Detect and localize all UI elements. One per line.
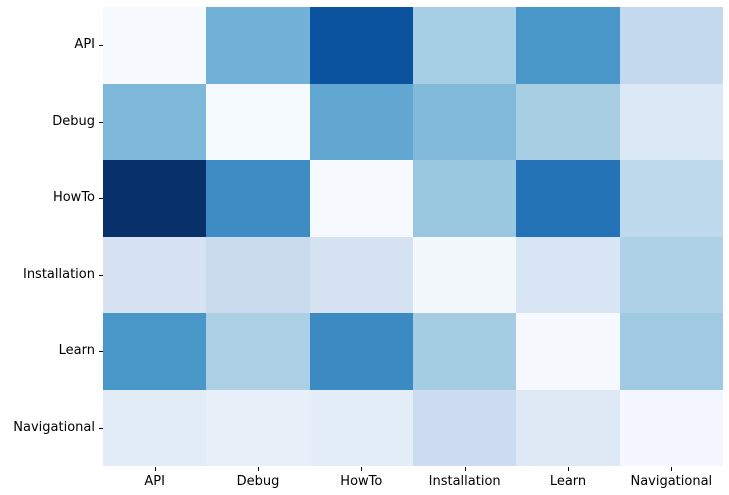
heatmap-cell [206, 236, 310, 313]
heatmap-cell [103, 389, 207, 466]
x-tick-mark [258, 467, 259, 471]
heatmap-cell [103, 236, 207, 313]
heatmap-cell [619, 236, 723, 313]
y-tick-label: Navigational [13, 419, 95, 435]
x-tick-mark [671, 467, 673, 471]
heatmap-cell [206, 7, 310, 84]
y-tick-mark [99, 121, 103, 123]
y-tick-label: Installation [22, 266, 95, 282]
heatmap-cell [619, 389, 723, 466]
heatmap-cell [619, 7, 723, 84]
heatmap-cell [413, 83, 517, 160]
y-tick-label: Debug [52, 113, 95, 129]
x-tick-mark [154, 467, 156, 471]
heatmap-cell [413, 7, 517, 84]
heatmap-cell [103, 313, 207, 390]
heatmap-cell [516, 313, 620, 390]
heatmap-grid [103, 7, 723, 466]
heatmap-cell [413, 236, 517, 313]
y-tick-mark [99, 45, 103, 47]
heatmap-cell [516, 83, 620, 160]
heatmap-cell [206, 313, 310, 390]
heatmap-cell [619, 83, 723, 160]
x-tick-label: Installation [428, 474, 501, 489]
y-tick-label: Learn [58, 343, 95, 359]
heatmap-cell [206, 160, 310, 237]
y-tick-label: API [74, 37, 95, 53]
heatmap-cell [103, 83, 207, 160]
x-tick-label: API [144, 474, 165, 489]
y-tick-label: HowTo [52, 190, 95, 206]
heatmap-cell [619, 313, 723, 390]
heatmap-cell [206, 389, 310, 466]
x-tick-mark [464, 467, 466, 471]
heatmap-cell [516, 160, 620, 237]
heatmap-cell [309, 160, 413, 237]
heatmap-cell [309, 236, 413, 313]
x-tick-mark [361, 467, 363, 471]
y-tick-mark [99, 198, 103, 200]
heatmap-cell [206, 83, 310, 160]
heatmap-cell [413, 389, 517, 466]
heatmap-cell [516, 389, 620, 466]
heatmap-cell [103, 7, 207, 84]
heatmap-cell [516, 236, 620, 313]
x-tick-label: Learn [549, 474, 587, 489]
heatmap-cell [309, 83, 413, 160]
x-tick-mark [568, 467, 569, 471]
heatmap-cell [516, 7, 620, 84]
heatmap-cell [103, 160, 207, 237]
x-tick-label: HowTo [340, 474, 383, 489]
heatmap-cell [309, 389, 413, 466]
x-tick-label: Navigational [630, 474, 713, 489]
heatmap-cell [309, 313, 413, 390]
heatmap-cell [413, 313, 517, 390]
x-tick-label: Debug [236, 474, 280, 489]
heatmap-cell [309, 7, 413, 84]
heatmap-cell [619, 160, 723, 237]
y-tick-mark [99, 351, 103, 353]
heatmap-cell [413, 160, 517, 237]
y-tick-mark [99, 274, 103, 276]
y-tick-mark [99, 427, 103, 429]
